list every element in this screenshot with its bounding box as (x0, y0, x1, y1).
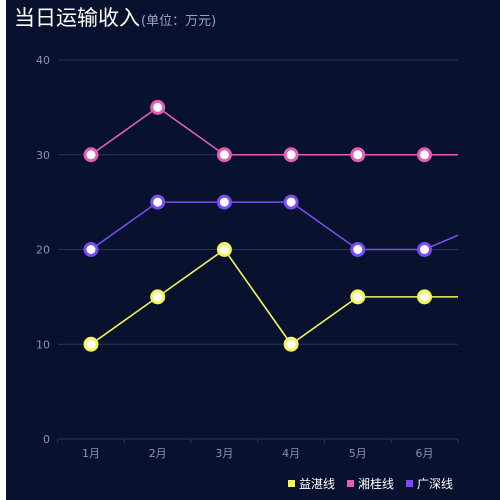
data-point (350, 289, 366, 305)
data-point (350, 147, 366, 163)
x-tick-label: 1月 (82, 447, 100, 460)
data-point (283, 147, 299, 163)
chart-title: 当日运输收入 (14, 6, 140, 30)
data-point (150, 194, 166, 210)
legend-label: 湘桂线 (358, 477, 395, 491)
data-point (216, 242, 232, 257)
data-point (83, 147, 99, 163)
data-point (150, 99, 166, 115)
y-tick-label: 40 (36, 54, 50, 67)
y-tick-label: 0 (43, 433, 50, 446)
chart-subtitle: (单位：万元) (141, 14, 217, 29)
legend-item-guangshen[interactable]: 广深线 (406, 475, 453, 492)
legend: 益湛线 湘桂线 广深线 (288, 475, 453, 492)
legend-swatch (406, 480, 414, 487)
data-point (417, 147, 432, 163)
data-point (417, 242, 432, 257)
data-point (417, 289, 432, 305)
data-point (83, 242, 99, 257)
x-tick-label: 6月 (416, 447, 434, 460)
legend-item-xianggui[interactable]: 湘桂线 (347, 475, 394, 492)
data-point (283, 194, 299, 210)
data-point (150, 289, 166, 305)
x-tick-label: 5月 (349, 447, 367, 460)
y-tick-label: 10 (36, 338, 50, 351)
title-row: 当日运输收入(单位：万元) (14, 2, 216, 32)
x-tick-label: 4月 (282, 447, 300, 460)
legend-label: 广深线 (417, 477, 454, 491)
legend-swatch (288, 480, 295, 487)
x-tick-label: 3月 (215, 447, 233, 460)
data-point (216, 194, 232, 210)
data-point (283, 336, 299, 352)
data-point (350, 242, 366, 257)
data-point (216, 147, 232, 163)
y-tick-label: 30 (36, 149, 50, 162)
y-tick-label: 20 (36, 244, 50, 257)
legend-label: 益湛线 (299, 477, 336, 491)
data-point (83, 336, 99, 352)
x-tick-label: 2月 (149, 447, 167, 460)
legend-item-yixiang[interactable]: 益湛线 (288, 475, 335, 492)
legend-swatch (347, 480, 355, 487)
